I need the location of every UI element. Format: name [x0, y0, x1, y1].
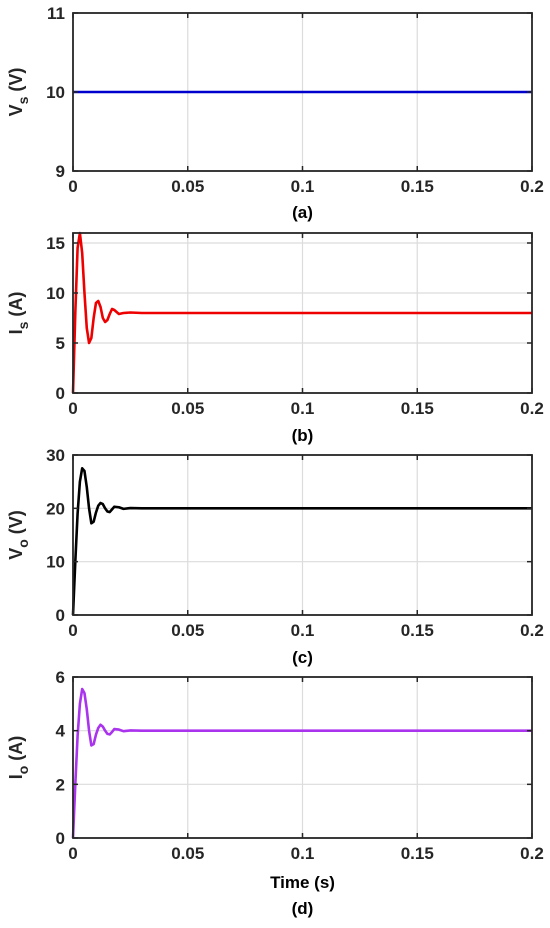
x-tick-label: 0.2 — [520, 399, 544, 418]
y-tick-label: 15 — [46, 234, 65, 253]
x-tick-label: 0.15 — [401, 177, 434, 196]
y-axis-label: Is (A) — [6, 292, 31, 335]
panel-4: 0 0.05 0.1 0.15 0.2 0 2 4 6 Io (A) Time (s) (d) — [6, 668, 544, 918]
x-tick-label: 0.1 — [291, 399, 315, 418]
y-tick-label: 9 — [56, 162, 65, 181]
x-tick-label: 0.1 — [291, 177, 315, 196]
x-tick-label: 0.15 — [401, 844, 434, 863]
x-axis-label: Time (s) — [270, 873, 335, 892]
x-tick-label: 0.2 — [520, 844, 544, 863]
y-tick-label: 11 — [47, 4, 65, 23]
y-tick-label: 4 — [56, 722, 66, 741]
y-tick-label: 5 — [56, 334, 65, 353]
y-tick-label: 0 — [56, 829, 65, 848]
y-tick-label: 10 — [46, 284, 65, 303]
x-tick-label: 0 — [68, 621, 77, 640]
panel-caption: (d) — [292, 899, 314, 918]
x-tick-label: 0.2 — [520, 621, 544, 640]
y-tick-label: 0 — [56, 384, 65, 403]
x-tick-label: 0.05 — [171, 177, 204, 196]
panel-1: 0 0.05 0.1 0.15 0.2 9 10 11 Vs (V) (a) — [6, 4, 544, 222]
x-tick-label: 0.05 — [171, 399, 204, 418]
series-line-1 — [71, 467, 532, 616]
y-tick-label: 30 — [46, 446, 65, 465]
panel-3: 0 0.05 0.1 0.15 0.2 0 10 20 30 Vo (V) (c) — [6, 446, 544, 667]
x-tick-label: 0 — [68, 399, 77, 418]
y-tick-label: 10 — [46, 83, 65, 102]
x-tick-label: 0.1 — [291, 844, 315, 863]
panel-2: 0 0.05 0.1 0.15 0.2 0 5 10 15 Is (A) (b) — [6, 231, 544, 445]
y-tick-label: 0 — [56, 606, 65, 625]
series-line-1 — [71, 231, 532, 394]
y-axis-label: Vo (V) — [6, 510, 31, 560]
x-tick-label: 0.05 — [171, 621, 204, 640]
x-tick-label: 0 — [68, 177, 77, 196]
panel-caption: (c) — [292, 648, 313, 667]
x-tick-label: 0 — [68, 844, 77, 863]
y-tick-label: 6 — [56, 668, 65, 687]
x-tick-label: 0.1 — [291, 621, 315, 640]
x-tick-label: 0.15 — [401, 399, 434, 418]
y-axis-label: Vs (V) — [6, 68, 31, 117]
x-tick-label: 0.2 — [520, 177, 544, 196]
x-tick-label: 0.15 — [401, 621, 434, 640]
series-line-1 — [71, 687, 532, 839]
y-tick-label: 10 — [46, 553, 65, 572]
panel-caption: (a) — [292, 203, 313, 222]
x-tick-label: 0.05 — [171, 844, 204, 863]
y-axis-label: Io (A) — [6, 736, 31, 780]
panel-caption: (b) — [292, 426, 314, 445]
y-tick-label: 20 — [46, 499, 65, 518]
y-tick-label: 2 — [56, 775, 65, 794]
